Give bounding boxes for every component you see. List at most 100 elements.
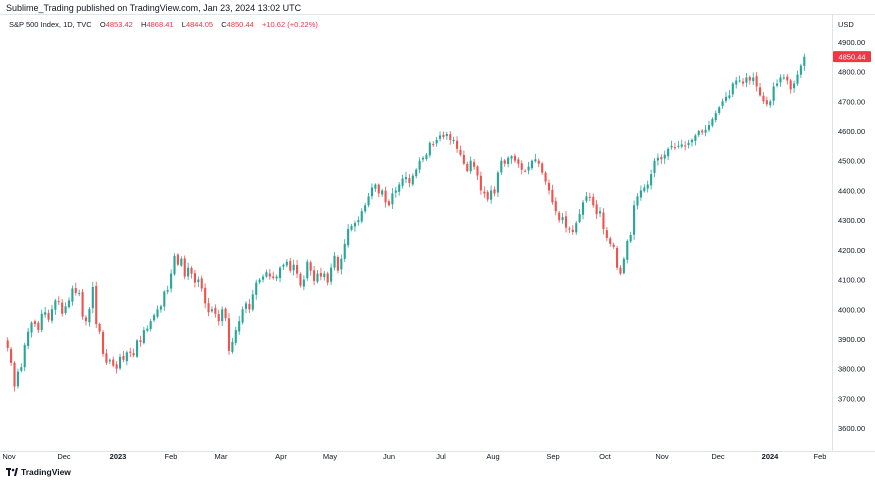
candle-body [449, 134, 452, 140]
candle-body [469, 160, 472, 172]
x-tick-label: Feb [814, 452, 827, 461]
candle-body [656, 157, 659, 161]
candle-body [353, 223, 356, 227]
high-value: 4868.41 [146, 20, 174, 29]
candle-body [316, 273, 319, 282]
candle-body [180, 258, 183, 266]
candle [541, 161, 544, 175]
candle [527, 161, 530, 175]
candle [156, 305, 159, 319]
candle-body [258, 279, 261, 283]
candle [636, 193, 639, 210]
candle [667, 147, 670, 161]
candle-body [265, 272, 268, 277]
candle-body [633, 205, 636, 235]
candle [360, 208, 363, 224]
candle-body [370, 187, 374, 197]
candle-body [313, 270, 316, 282]
candle-body [343, 243, 346, 259]
candle-body [503, 160, 506, 164]
y-tick-label: 4900.00 [838, 38, 865, 47]
candle-body [214, 307, 217, 314]
candle [221, 306, 224, 327]
candle [537, 158, 540, 168]
y-tick-label: 4200.00 [838, 246, 865, 255]
candle-body [132, 353, 135, 356]
candle-body [159, 306, 162, 310]
candle-body [476, 166, 479, 176]
candle [728, 90, 731, 100]
candle [490, 185, 493, 204]
candle [660, 154, 663, 165]
candle-body [694, 135, 697, 141]
candle-body [136, 340, 139, 357]
candle-body [442, 134, 445, 137]
candle-body [588, 196, 591, 198]
candle-body [333, 255, 336, 268]
candle-body [23, 344, 26, 368]
currency-label[interactable]: USD [838, 20, 854, 29]
candle-body [541, 163, 544, 173]
candle [10, 346, 13, 366]
candle-body [95, 285, 98, 325]
y-tick-label: 3900.00 [838, 335, 865, 344]
candle-body [74, 288, 77, 293]
candle-body [714, 113, 717, 121]
candle [153, 313, 156, 323]
candle [115, 361, 118, 374]
candle-body [289, 261, 292, 271]
candle [91, 281, 94, 314]
x-tick-label: Mar [215, 452, 228, 461]
candle [503, 158, 506, 167]
candle [510, 155, 513, 164]
candle [684, 140, 687, 151]
candle [520, 160, 523, 175]
candle-body [527, 166, 530, 171]
x-tick-label: Dec [57, 452, 71, 461]
candle [54, 298, 57, 315]
candle [547, 179, 551, 195]
candle [289, 257, 292, 273]
candle-body [636, 196, 639, 206]
candle-body [13, 362, 16, 387]
candle-body [238, 321, 241, 332]
candle-body [616, 247, 619, 268]
candle-body [673, 147, 676, 149]
symbol-name[interactable]: S&P 500 Index, 1D, TVC [9, 20, 92, 29]
candle [711, 117, 714, 128]
candle-body [769, 101, 772, 106]
candle [735, 76, 738, 89]
candle-body [697, 131, 700, 135]
candle-body [401, 178, 404, 186]
candle-body [88, 309, 91, 323]
candle [602, 208, 605, 235]
candle [44, 306, 47, 318]
x-tick-label: 2024 [762, 452, 780, 461]
candle-body [340, 258, 343, 270]
candle [731, 82, 734, 98]
candle [690, 138, 694, 147]
candle-body [84, 317, 88, 322]
candle-body [438, 135, 442, 139]
y-tick-label: 4300.00 [838, 216, 865, 225]
candle [166, 285, 169, 295]
candle-body [187, 267, 190, 277]
candle [64, 302, 67, 315]
candle [568, 226, 571, 234]
candle-body [285, 261, 288, 266]
candle-body [493, 189, 496, 194]
candle [524, 169, 527, 173]
candle-body [415, 169, 418, 177]
candle-body [571, 229, 574, 233]
candle [367, 192, 370, 208]
candle [309, 260, 312, 276]
candle [449, 131, 452, 145]
candle [513, 153, 516, 163]
candle-body [758, 87, 762, 96]
candle-body [173, 255, 176, 275]
candle-body [166, 289, 169, 292]
candle [285, 259, 288, 268]
candle [20, 363, 23, 373]
